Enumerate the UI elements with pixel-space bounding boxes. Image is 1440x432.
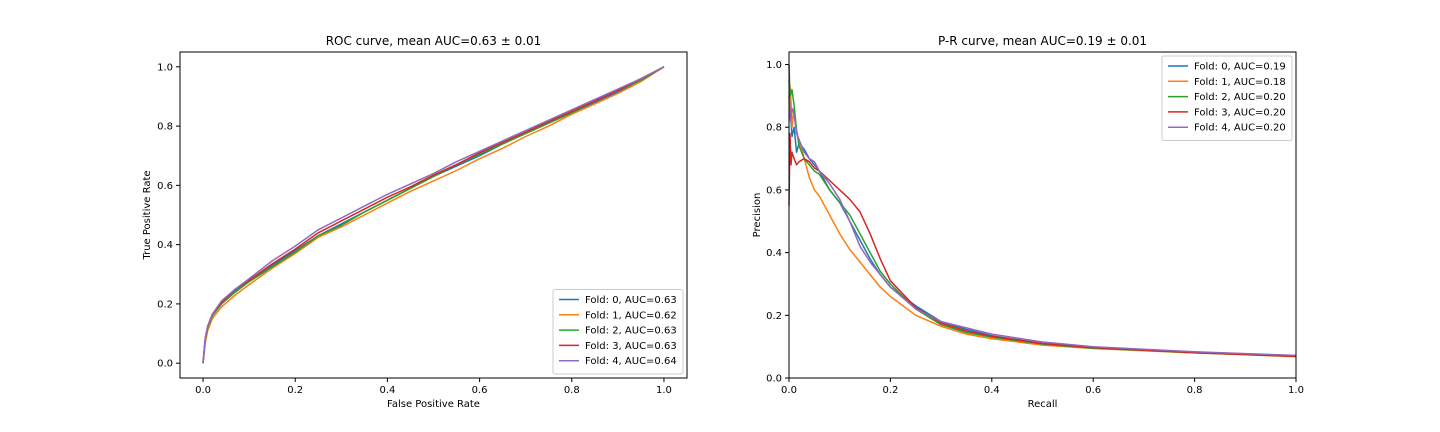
- pr-y-tick-label: 0.0: [766, 374, 782, 385]
- pr-legend-entry: Fold: 4, AUC=0.20: [1194, 123, 1286, 134]
- pr-x-tick-label: 0.6: [1085, 385, 1101, 396]
- pr-legend-entry: Fold: 2, AUC=0.20: [1194, 92, 1286, 103]
- roc-y-tick-label: 0.8: [157, 122, 173, 133]
- roc-y-tick-label: 1.0: [157, 62, 173, 73]
- roc-chart-title: ROC curve, mean AUC=0.63 ± 0.01: [326, 34, 542, 48]
- roc-x-tick-label: 0.4: [379, 385, 395, 396]
- roc-x-ticks: 0.0 0.2 0.4 0.6 0.8 1.0: [195, 378, 672, 396]
- roc-y-tick-label: 0.6: [157, 181, 173, 192]
- pr-x-tick-label: 0.4: [984, 385, 1000, 396]
- roc-x-axis-label: False Positive Rate: [387, 399, 480, 410]
- pr-y-tick-label: 0.8: [766, 123, 782, 134]
- roc-legend-entry: Fold: 3, AUC=0.63: [585, 341, 677, 352]
- roc-x-tick-label: 0.0: [195, 385, 211, 396]
- roc-legend-entry: Fold: 4, AUC=0.64: [585, 356, 677, 367]
- pr-series-lines: [788, 64, 1297, 358]
- pr-x-ticks: 0.0 0.2 0.4 0.6 0.8 1.0: [781, 378, 1304, 396]
- roc-legend-entry: Fold: 1, AUC=0.62: [585, 310, 677, 321]
- roc-series-lines: [202, 66, 665, 364]
- pr-chart: P-R curve, mean AUC=0.19 ± 0.01 Recall P…: [752, 34, 1304, 410]
- pr-x-axis-label: Recall: [1028, 399, 1058, 410]
- roc-series-line-fold-2: [202, 66, 665, 364]
- pr-legend-box: [1161, 55, 1293, 141]
- roc-series-line-fold-3: [202, 66, 665, 364]
- roc-legend-entry: Fold: 2, AUC=0.63: [585, 326, 677, 337]
- pr-legend-entry: Fold: 3, AUC=0.20: [1194, 107, 1286, 118]
- roc-y-ticks: 0.0 0.2 0.4 0.6 0.8 1.0: [157, 62, 180, 370]
- pr-y-tick-label: 1.0: [766, 60, 782, 71]
- roc-y-axis-label: True Positive Rate: [142, 170, 153, 260]
- pr-y-tick-label: 0.6: [766, 185, 782, 196]
- pr-chart-title: P-R curve, mean AUC=0.19 ± 0.01: [938, 34, 1147, 48]
- pr-series-line-fold-4: [788, 95, 1297, 357]
- roc-y-tick-label: 0.4: [157, 240, 173, 251]
- roc-y-tick-label: 0.0: [157, 359, 173, 370]
- pr-series-line-fold-3: [788, 132, 1297, 358]
- roc-x-tick-label: 0.6: [472, 385, 488, 396]
- pr-plot-frame: [788, 51, 1297, 379]
- roc-legend-entry: Fold: 0, AUC=0.63: [585, 295, 677, 306]
- pr-y-tick-label: 0.4: [766, 248, 782, 259]
- pr-x-tick-label: 0.0: [781, 385, 797, 396]
- pr-legend-entry: Fold: 0, AUC=0.19: [1194, 62, 1286, 73]
- roc-x-tick-label: 1.0: [656, 385, 672, 396]
- pr-x-tick-label: 0.8: [1187, 385, 1203, 396]
- roc-legend-box: [552, 289, 684, 375]
- pr-x-tick-label: 1.0: [1288, 385, 1304, 396]
- roc-y-tick-label: 0.2: [157, 299, 173, 310]
- roc-chart: ROC curve, mean AUC=0.63 ± 0.01 False Po…: [142, 34, 688, 410]
- pr-y-tick-label: 0.2: [766, 311, 782, 322]
- roc-series-line-fold-1: [202, 66, 665, 364]
- pr-x-tick-label: 0.2: [882, 385, 898, 396]
- roc-legend: Fold: 0, AUC=0.63 Fold: 1, AUC=0.62 Fold: …: [552, 289, 684, 375]
- pr-y-axis-label: Precision: [752, 193, 763, 238]
- roc-plot-frame: [179, 51, 688, 379]
- roc-x-tick-label: 0.2: [287, 385, 303, 396]
- pr-legend-entry: Fold: 1, AUC=0.18: [1194, 77, 1286, 88]
- pr-legend: Fold: 0, AUC=0.19 Fold: 1, AUC=0.18 Fold: …: [1161, 55, 1293, 141]
- roc-series-line-fold-4: [202, 66, 665, 364]
- roc-x-tick-label: 0.8: [564, 385, 580, 396]
- pr-y-ticks: 0.0 0.2 0.4 0.6 0.8 1.0: [766, 60, 789, 385]
